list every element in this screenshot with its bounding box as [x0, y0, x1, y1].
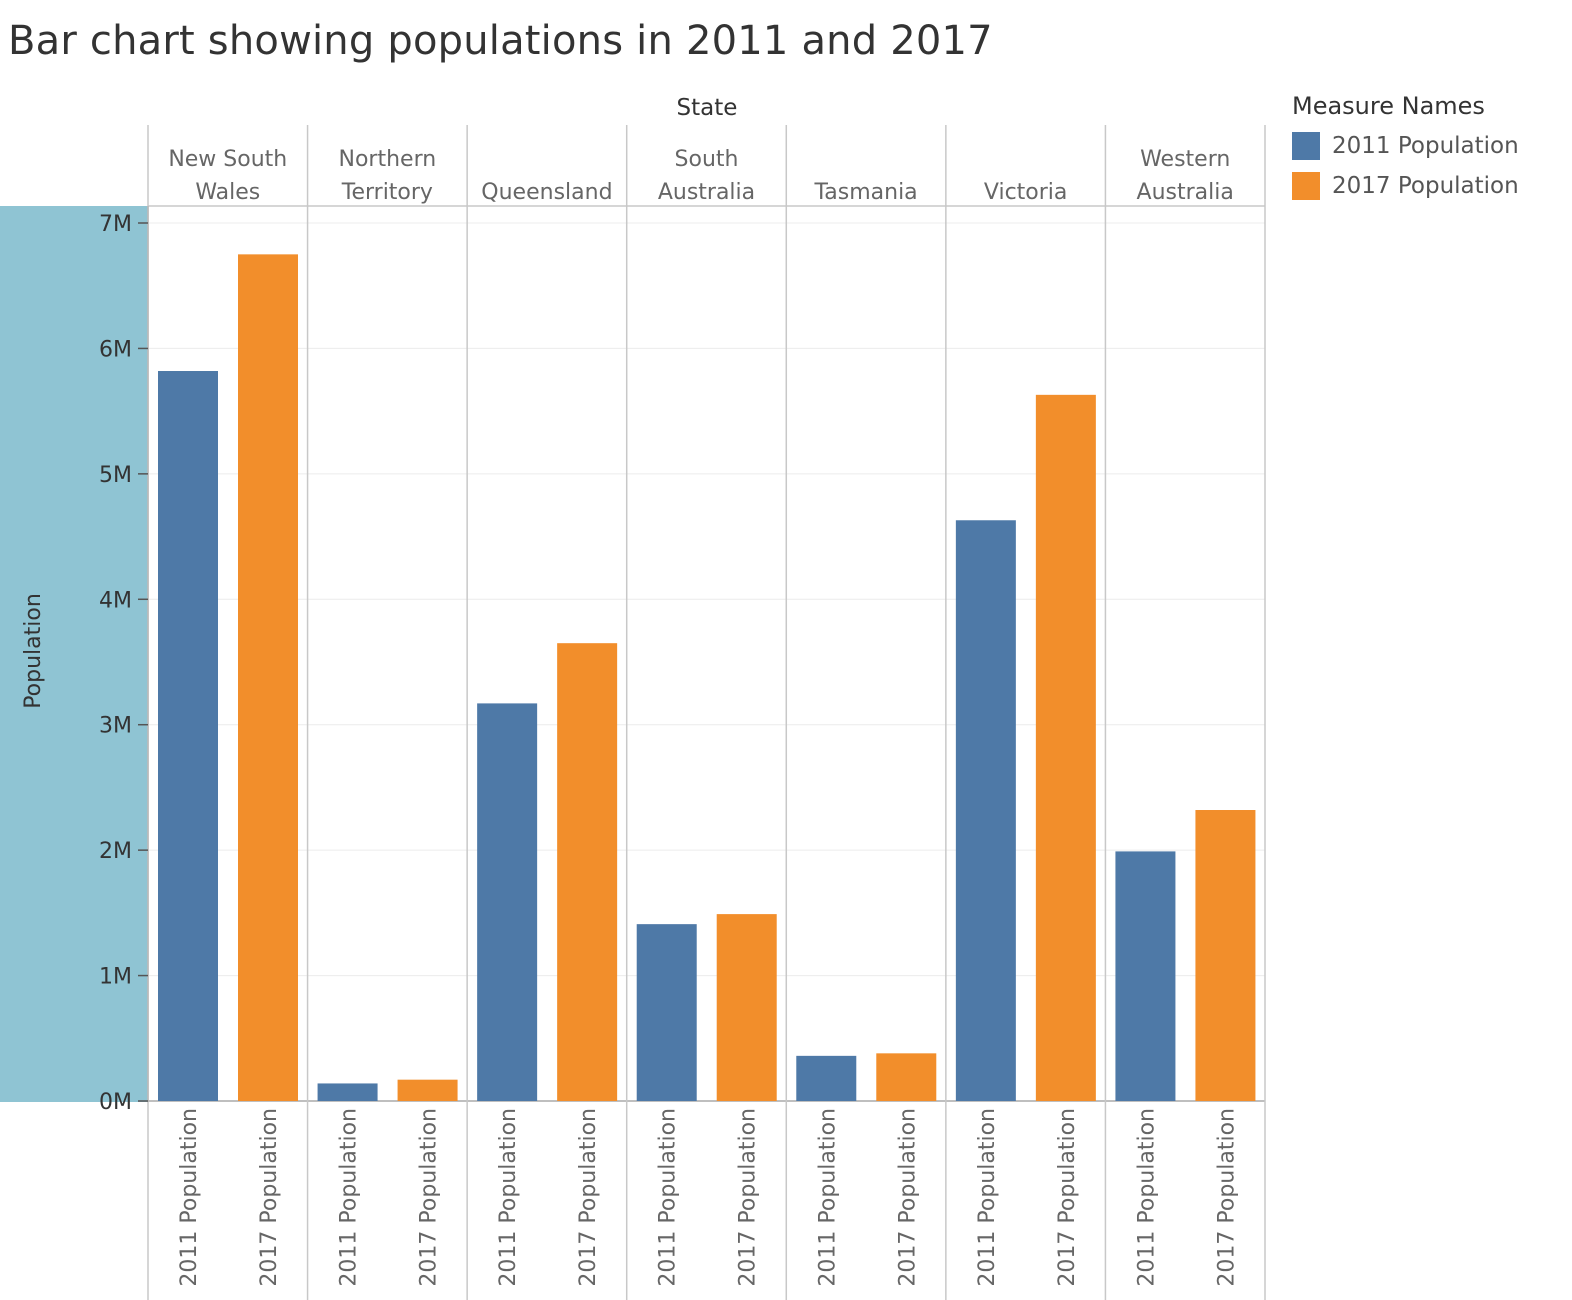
- bar[interactable]: [557, 643, 618, 1101]
- x-axis-labels: 2011 Population 2017 Population 2011 Popul…: [177, 1108, 1239, 1287]
- y-axis-label: Population: [21, 593, 46, 709]
- y-tick-label: 7M: [99, 212, 132, 237]
- bar[interactable]: [636, 924, 697, 1101]
- x-axis-label: 2011 Population: [975, 1108, 1000, 1287]
- bar[interactable]: [1115, 851, 1176, 1101]
- y-tick-label: 4M: [99, 588, 132, 613]
- legend-item-2011[interactable]: 2011 Population: [1292, 126, 1562, 166]
- column-header-label: State: [677, 95, 738, 121]
- bar[interactable]: [317, 1083, 378, 1101]
- x-axis-label: 2017 Population: [895, 1108, 920, 1287]
- legend-swatch-2017: [1292, 172, 1320, 200]
- legend-item-2017[interactable]: 2017 Population: [1292, 166, 1562, 206]
- legend: Measure Names 2011 Population 2017 Popul…: [1292, 92, 1562, 206]
- y-tick-label: 1M: [99, 965, 132, 990]
- legend-swatch-2011: [1292, 132, 1320, 160]
- state-header-label: Australia: [1137, 180, 1234, 205]
- bar[interactable]: [796, 1055, 857, 1101]
- y-tick-label: 6M: [99, 337, 132, 362]
- x-axis-label: 2017 Population: [1055, 1108, 1080, 1287]
- bar[interactable]: [477, 703, 538, 1101]
- bar[interactable]: [1195, 810, 1256, 1101]
- chart-title: Bar chart showing populations in 2011 an…: [8, 18, 993, 64]
- state-header-label: Australia: [658, 180, 755, 205]
- grid-lines: [148, 222, 1265, 977]
- state-header-label: Western: [1140, 147, 1230, 172]
- x-axis-label: 2011 Population: [177, 1108, 202, 1287]
- legend-label-2011: 2011 Population: [1332, 133, 1519, 159]
- state-header-label: Wales: [195, 180, 260, 205]
- x-axis-label: 2017 Population: [576, 1108, 601, 1287]
- y-axis-ticks: 0M 1M 2M 3M 4M 5M 6M 7M: [99, 212, 148, 1115]
- state-header-label: Victoria: [984, 180, 1068, 205]
- legend-title: Measure Names: [1292, 92, 1485, 120]
- bar[interactable]: [716, 914, 777, 1101]
- bar[interactable]: [158, 371, 218, 1101]
- x-axis-label: 2017 Population: [736, 1108, 761, 1287]
- y-tick-label: 0M: [99, 1090, 132, 1115]
- pane-dividers: [147, 125, 1266, 1300]
- x-axis-label: 2017 Population: [417, 1108, 442, 1287]
- legend-label-2017: 2017 Population: [1332, 173, 1519, 199]
- x-axis-label: 2017 Population: [257, 1108, 282, 1287]
- state-headers: New South Wales Northern Territory Queenslan…: [168, 147, 1234, 205]
- bar[interactable]: [955, 520, 1016, 1101]
- bars: [158, 254, 1256, 1101]
- x-axis-label: 2011 Population: [815, 1108, 840, 1287]
- state-header-label: Queensland: [481, 180, 612, 205]
- state-header-label: Tasmania: [813, 180, 917, 205]
- y-tick-label: 5M: [99, 463, 132, 488]
- x-axis-label: 2011 Population: [337, 1108, 362, 1287]
- bar[interactable]: [397, 1079, 458, 1101]
- y-axis-band: [0, 206, 148, 1102]
- x-axis-label: 2017 Population: [1214, 1108, 1239, 1287]
- state-header-label: Northern: [339, 147, 437, 172]
- bar[interactable]: [1035, 394, 1096, 1101]
- x-axis-label: 2011 Population: [496, 1108, 521, 1287]
- x-axis-label: 2011 Population: [1134, 1108, 1159, 1287]
- y-tick-label: 3M: [99, 714, 132, 739]
- bar[interactable]: [238, 254, 298, 1101]
- x-axis-label: 2011 Population: [656, 1108, 681, 1287]
- state-header-label: Territory: [341, 180, 433, 205]
- state-header-label: South: [675, 147, 739, 172]
- bar[interactable]: [876, 1053, 937, 1101]
- state-header-label: New South: [168, 147, 287, 172]
- y-tick-label: 2M: [99, 839, 132, 864]
